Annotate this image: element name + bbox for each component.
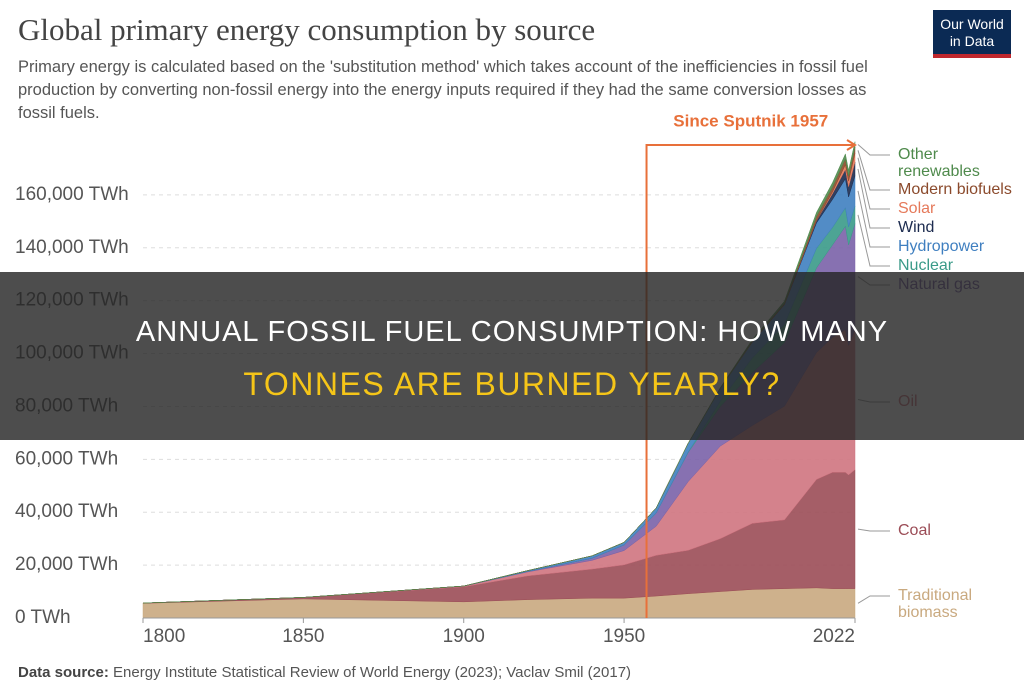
legend-connector (857, 168, 890, 229)
legend-connector (857, 150, 890, 191)
footer: Data source: Energy Institute Statistica… (18, 664, 631, 680)
x-tick-label: 2022 (813, 626, 855, 647)
legend-label[interactable]: Coal (898, 522, 931, 539)
chart-title: Global primary energy consumption by sou… (18, 12, 596, 47)
legend-label[interactable]: Hydropower (898, 238, 985, 255)
overlay-title: ANNUAL FOSSIL FUEL CONSUMPTION: HOW MANY (135, 316, 889, 348)
y-tick-label: 160,000 TWh (15, 184, 129, 205)
legend-connector (857, 595, 890, 604)
legend-label[interactable]: Other renewables (898, 146, 980, 180)
x-tick-label: 1850 (282, 626, 324, 647)
x-tick-label: 1900 (443, 626, 485, 647)
annotation-arrow (846, 139, 857, 151)
legend-label[interactable]: Nuclear (898, 257, 954, 274)
legend-connector (857, 528, 890, 532)
y-tick-label: 140,000 TWh (15, 237, 129, 258)
legend-connector (857, 144, 890, 156)
y-tick-label: 60,000 TWh (15, 448, 118, 469)
overlay-banner: ANNUAL FOSSIL FUEL CONSUMPTION: HOW MANY… (0, 272, 1024, 440)
legend-label[interactable]: Solar (898, 200, 936, 217)
y-tick-label: 0 TWh (15, 607, 71, 628)
overlay-title: TONNES ARE BURNED YEARLY? (243, 366, 781, 402)
legend-connector (857, 157, 890, 210)
legend-connector (857, 214, 890, 267)
y-tick-label: 40,000 TWh (15, 501, 118, 522)
annotation-label: Since Sputnik 1957 (673, 111, 828, 130)
x-tick-label: 1950 (603, 626, 645, 647)
footer-text: Energy Institute Statistical Review of W… (113, 664, 632, 680)
chart-subtitle: Primary energy is calculated based on th… (18, 58, 868, 122)
legend-connector (857, 190, 890, 248)
footer-label: Data source: (18, 664, 109, 680)
legend-label[interactable]: Modern biofuels (898, 181, 1012, 198)
logo[interactable]: Our World in Data (933, 10, 1011, 58)
x-tick-label: 1800 (143, 626, 185, 647)
legend-label[interactable]: Traditional biomass (898, 587, 973, 621)
y-tick-label: 20,000 TWh (15, 554, 118, 575)
legend-label[interactable]: Wind (898, 219, 935, 236)
annotation-line (645, 144, 853, 618)
